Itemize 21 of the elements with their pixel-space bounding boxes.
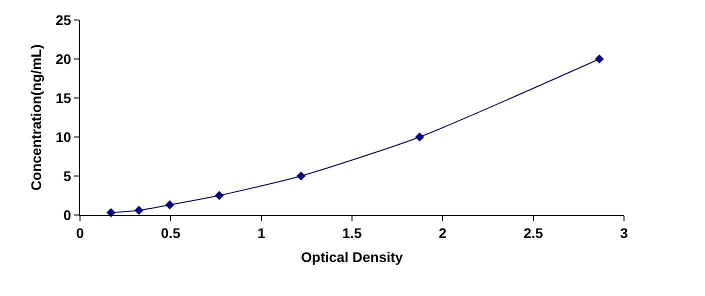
point <box>165 200 174 210</box>
y-axis-title: Concentration(ng/mL) <box>28 44 44 191</box>
point <box>134 206 144 215</box>
x-tick-label: 0 <box>76 224 84 241</box>
x-tick-label: 0.5 <box>160 224 181 241</box>
x-tick-label: 3 <box>620 224 628 241</box>
y-tick-label: 15 <box>56 90 72 106</box>
y-tick-label: 20 <box>56 50 72 67</box>
y-tick-label: 10 <box>56 128 72 145</box>
y-tick-label: 0 <box>63 206 72 223</box>
y-tick-label: 25 <box>56 12 72 28</box>
point <box>415 132 424 142</box>
x-tick-label: 2 <box>438 224 447 241</box>
x-axis-title: Optical Density <box>301 249 404 266</box>
x-tick-label: 2.5 <box>524 224 544 241</box>
point <box>594 54 604 64</box>
point <box>214 190 224 200</box>
x-tick-label: 1 <box>257 224 266 241</box>
x-tick-label: 1.5 <box>342 224 362 241</box>
y-tick-label: 5 <box>63 168 72 184</box>
point <box>296 171 306 181</box>
